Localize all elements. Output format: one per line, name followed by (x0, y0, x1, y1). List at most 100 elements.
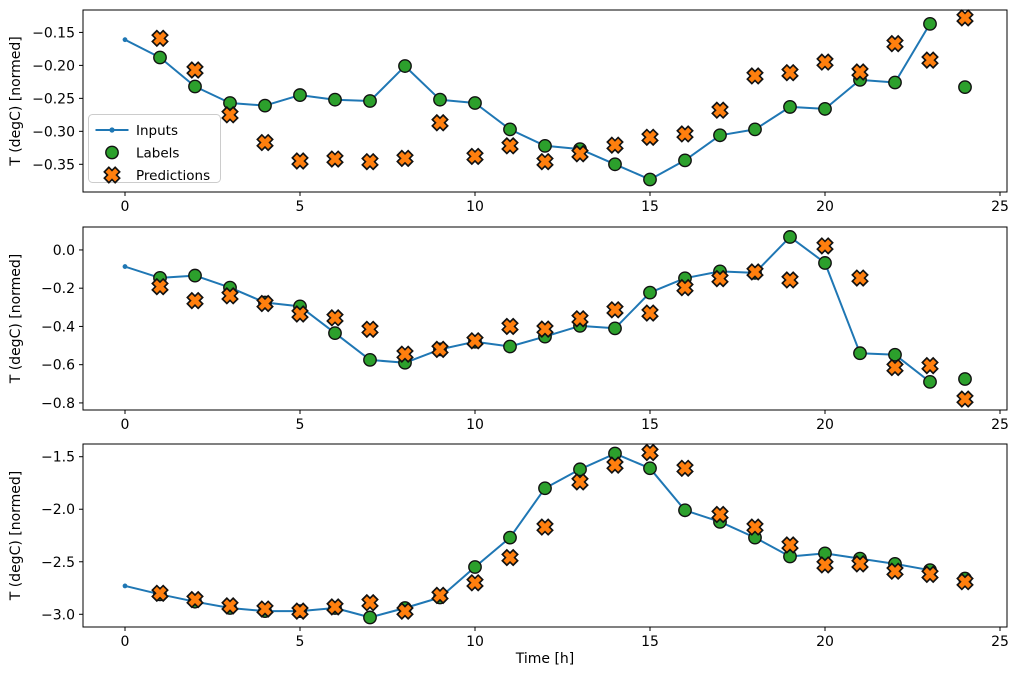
predictions-marker (293, 307, 307, 321)
x-tick-label: 20 (816, 199, 834, 215)
labels-marker (748, 122, 762, 137)
y-tick-label: −0.25 (32, 91, 75, 107)
subplot-1: 0 5 10 15 20 25 −0.15 −0.20 −0.25 −0.30 −0.35 T (de… (8, 9, 1009, 215)
predictions-marker (888, 361, 902, 375)
predictions-marker (678, 127, 692, 141)
predictions-marker (503, 551, 517, 565)
axes-border (82, 9, 1008, 193)
labels-marker (153, 50, 167, 65)
predictions-marker (363, 322, 377, 336)
labels-marker (328, 92, 342, 107)
predictions-marker (748, 265, 762, 279)
labels-marker (188, 268, 202, 283)
predictions-marker (748, 69, 762, 83)
labels-marker (678, 153, 692, 168)
y-tick-label: 0.0 (53, 243, 75, 259)
predictions-marker (293, 154, 307, 168)
labels-marker (503, 339, 517, 354)
predictions-marker (608, 303, 622, 317)
y-axis-label: T (degC) [normed] (8, 36, 24, 167)
predictions-marker (958, 11, 972, 25)
labels-marker (783, 230, 797, 244)
labels-marker (363, 94, 377, 108)
labels-marker (818, 102, 832, 116)
predictions-marker (643, 306, 657, 320)
predictions-marker (573, 147, 587, 161)
labels-marker (958, 80, 972, 95)
axes-border (82, 443, 1008, 628)
predictions-marker (538, 322, 552, 336)
predictions-marker (783, 273, 797, 287)
labels-marker (643, 285, 657, 300)
y-tick-label: −0.15 (32, 25, 75, 41)
predictions-marker (503, 319, 517, 333)
predictions-marker (188, 63, 202, 77)
labels-marker (538, 481, 552, 496)
predictions-marker (678, 281, 692, 295)
predictions-marker (853, 65, 867, 79)
labels-marker (853, 346, 867, 361)
predictions-marker (433, 342, 447, 356)
x-tick-label: 20 (816, 417, 834, 433)
legend-item-label: Labels (136, 146, 179, 162)
predictions-marker (538, 155, 552, 169)
predictions-marker (223, 108, 237, 122)
y-tick-label: −0.2 (41, 281, 75, 297)
labels-marker (573, 462, 587, 477)
x-tick-label: 20 (816, 634, 834, 650)
predictions-marker (153, 31, 167, 45)
inputs-point (122, 583, 128, 589)
predictions-marker (958, 392, 972, 406)
y-tick-label: −2.0 (41, 502, 75, 518)
predictions-marker (573, 312, 587, 326)
predictions-marker (923, 53, 937, 67)
predictions-marker (503, 139, 517, 153)
predictions-marker (958, 575, 972, 589)
predictions-marker (853, 271, 867, 285)
x-tick-label: 0 (121, 417, 130, 433)
labels-marker (503, 530, 517, 545)
predictions-marker (538, 520, 552, 534)
predictions-marker (573, 475, 587, 489)
predictions-marker (608, 138, 622, 152)
x-tick-label: 10 (466, 634, 484, 650)
predictions-marker (818, 558, 832, 572)
labels-marker (363, 352, 377, 367)
y-tick-label: −0.20 (32, 58, 75, 74)
labels-marker (608, 157, 622, 172)
labels-marker (818, 256, 832, 270)
predictions-marker (783, 66, 797, 80)
predictions-marker (328, 311, 342, 325)
predictions-marker (223, 289, 237, 303)
x-tick-label: 5 (296, 634, 305, 650)
labels-marker (713, 128, 727, 143)
x-tick-label: 5 (296, 417, 305, 433)
labels-marker (503, 122, 517, 137)
predictions-marker (643, 130, 657, 144)
labels-marker (643, 172, 657, 187)
y-tick-label: −0.35 (32, 157, 75, 173)
predictions-marker (153, 586, 167, 600)
axes-border (82, 226, 1008, 411)
predictions-marker (853, 557, 867, 571)
labels-marker (678, 503, 692, 518)
predictions-marker (468, 149, 482, 163)
x-axis-label: Time [h] (515, 651, 575, 667)
x-tick-label: 15 (641, 199, 659, 215)
labels-marker (188, 79, 202, 94)
y-tick-label: −3.0 (41, 607, 75, 623)
labels-marker (608, 321, 622, 336)
labels-marker (958, 372, 972, 386)
inputs-point (122, 37, 128, 43)
labels-marker (888, 347, 902, 362)
legend: Inputs Labels Predictions (88, 114, 221, 184)
labels-marker (223, 96, 237, 110)
labels-marker (363, 610, 377, 625)
labels-marker (398, 59, 412, 73)
legend-item-label: Predictions (136, 168, 210, 184)
predictions-marker (328, 600, 342, 614)
predictions-marker (608, 458, 622, 472)
predictions-marker (293, 604, 307, 618)
